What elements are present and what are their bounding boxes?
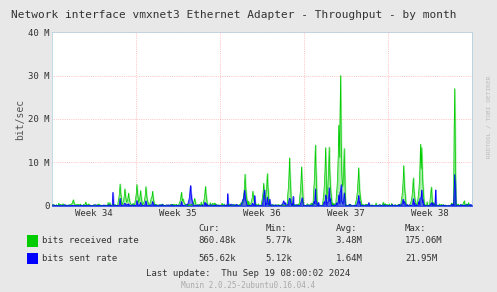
Text: Min:: Min: [266, 224, 287, 233]
Text: 1.64M: 1.64M [335, 254, 362, 263]
Text: 860.48k: 860.48k [199, 237, 237, 245]
Text: 565.62k: 565.62k [199, 254, 237, 263]
Text: Munin 2.0.25-2ubuntu0.16.04.4: Munin 2.0.25-2ubuntu0.16.04.4 [181, 281, 316, 290]
Text: Network interface vmxnet3 Ethernet Adapter - Throughput - by month: Network interface vmxnet3 Ethernet Adapt… [11, 10, 456, 20]
Text: bits received rate: bits received rate [42, 237, 139, 245]
Text: Avg:: Avg: [335, 224, 357, 233]
Text: Cur:: Cur: [199, 224, 220, 233]
Text: 21.95M: 21.95M [405, 254, 437, 263]
Text: bits sent rate: bits sent rate [42, 254, 117, 263]
Text: RRDTOOL / TOBI OETIKER: RRDTOOL / TOBI OETIKER [486, 76, 491, 158]
Text: 175.06M: 175.06M [405, 237, 443, 245]
Text: Max:: Max: [405, 224, 426, 233]
Text: 5.77k: 5.77k [266, 237, 293, 245]
Y-axis label: bit/sec: bit/sec [15, 98, 25, 140]
Text: 5.12k: 5.12k [266, 254, 293, 263]
Text: Last update:  Thu Sep 19 08:00:02 2024: Last update: Thu Sep 19 08:00:02 2024 [147, 269, 350, 277]
Text: 3.48M: 3.48M [335, 237, 362, 245]
